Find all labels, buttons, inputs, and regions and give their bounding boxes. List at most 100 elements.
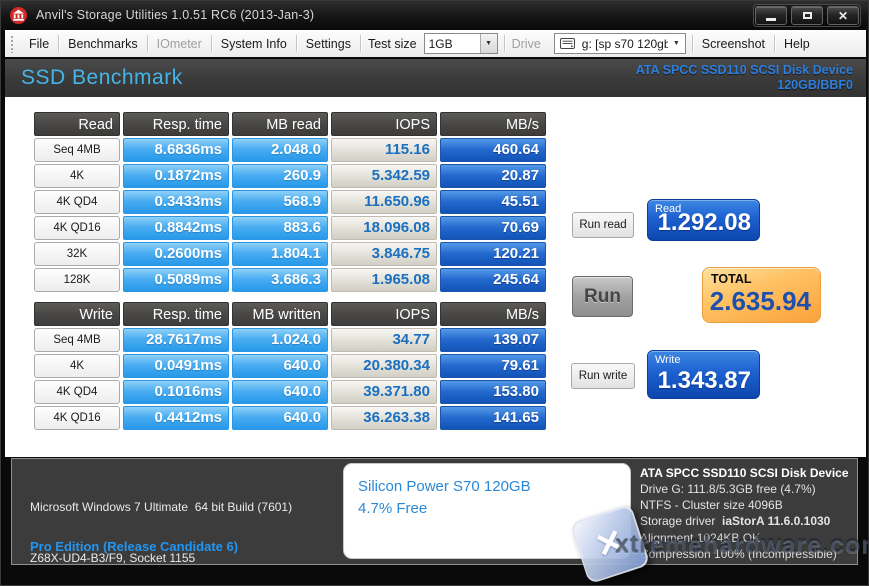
column-header: IOPS: [331, 112, 437, 136]
resp-time-cell: 0.4412ms: [123, 406, 229, 430]
run-write-button[interactable]: Run write: [571, 363, 635, 389]
test-row-button[interactable]: Seq 4MB: [34, 328, 120, 352]
test-size-label: Test size: [367, 36, 417, 51]
mb-amount-cell: 1.804.1: [232, 242, 328, 266]
test-row-button[interactable]: 4K: [34, 164, 120, 188]
iops-cell: 34.77: [331, 328, 437, 352]
menu-bar: File Benchmarks IOmeter System Info Sett…: [5, 30, 866, 57]
column-header: MB read: [232, 112, 328, 136]
mb-amount-cell: 1.024.0: [232, 328, 328, 352]
iops-cell: 36.263.38: [331, 406, 437, 430]
chevron-down-icon[interactable]: ▼: [672, 40, 680, 47]
test-row-button[interactable]: 4K QD16: [34, 406, 120, 430]
menu-screenshot[interactable]: Screenshot: [701, 36, 766, 51]
iops-cell: 11.650.96: [331, 190, 437, 214]
menu-separator: [210, 35, 212, 52]
device-fs-line: NTFS - Cluster size 4096B: [640, 498, 783, 512]
resp-time-cell: 0.5089ms: [123, 268, 229, 292]
column-header: Read: [34, 112, 120, 136]
mb-amount-cell: 640.0: [232, 354, 328, 378]
mbps-cell: 79.61: [440, 354, 546, 378]
mbps-cell: 70.69: [440, 216, 546, 240]
column-header: MB written: [232, 302, 328, 326]
total-score-value: 2.635.94: [709, 286, 811, 316]
mb-amount-cell: 260.9: [232, 164, 328, 188]
mb-amount-cell: 640.0: [232, 380, 328, 404]
resp-time-cell: 28.7617ms: [123, 328, 229, 352]
mb-amount-cell: 640.0: [232, 406, 328, 430]
drive-free-text: 4.7% Free: [358, 500, 428, 517]
device-driver-line: Storage driver iaStorA 11.6.0.1030: [640, 514, 831, 528]
device-header-line1: ATA SPCC SSD110 SCSI Disk Device: [635, 63, 853, 77]
column-header: MB/s: [440, 112, 546, 136]
drive-select[interactable]: g: [sp s70 120gb] ▼: [553, 33, 686, 54]
test-row-button[interactable]: 4K QD4: [34, 380, 120, 404]
menu-separator: [359, 35, 361, 52]
menu-system-info[interactable]: System Info: [220, 36, 287, 51]
total-score-box: TOTAL 2.635.94: [702, 267, 821, 323]
iops-cell: 18.096.08: [331, 216, 437, 240]
test-row-button[interactable]: 32K: [34, 242, 120, 266]
mbps-cell: 45.51: [440, 190, 546, 214]
iops-cell: 3.846.75: [331, 242, 437, 266]
benchmark-header: SSD Benchmark ATA SPCC SSD110 SCSI Disk …: [5, 59, 866, 97]
read-results-table: Read Resp. time MB read IOPS MB/s Seq 4MB 8.68…: [34, 112, 546, 292]
menu-benchmarks[interactable]: Benchmarks: [68, 36, 138, 51]
test-size-select[interactable]: 1GB ▼: [423, 33, 498, 54]
mb-amount-cell: 883.6: [232, 216, 328, 240]
mbps-cell: 460.64: [440, 138, 546, 162]
iops-cell: 115.16: [331, 138, 437, 162]
mbps-cell: 245.64: [440, 268, 546, 292]
drive-value: g: [sp s70 120gb]: [581, 36, 668, 51]
menu-help[interactable]: Help: [784, 36, 810, 51]
test-row-button[interactable]: 4K QD4: [34, 190, 120, 214]
menu-separator: [146, 35, 148, 52]
menu-settings[interactable]: Settings: [305, 36, 351, 51]
write-score-label: Write: [655, 354, 681, 366]
test-row-button[interactable]: 4K QD16: [34, 216, 120, 240]
os-line: Microsoft Windows 7 Ultimate 64 bit Buil…: [30, 500, 293, 514]
resp-time-cell: 0.1872ms: [123, 164, 229, 188]
menu-separator: [774, 35, 776, 52]
toolbar-grip[interactable]: [10, 34, 14, 53]
mb-amount-cell: 568.9: [232, 190, 328, 214]
title-bar[interactable]: Anvil's Storage Utilities 1.0.51 RC6 (20…: [1, 1, 868, 29]
resp-time-cell: 0.2600ms: [123, 242, 229, 266]
resp-time-cell: 8.6836ms: [123, 138, 229, 162]
write-score-box: Write 1.343.87: [647, 350, 760, 399]
driver-version: iaStorA 11.6.0.1030: [722, 514, 831, 528]
edition-label: Pro Edition (Release Candidate 6): [30, 539, 239, 554]
write-score-value: 1.343.87: [657, 367, 751, 394]
resp-time-cell: 0.3433ms: [123, 190, 229, 214]
column-header: Write: [34, 302, 120, 326]
chevron-down-icon[interactable]: ▼: [479, 34, 497, 53]
column-header: IOPS: [331, 302, 437, 326]
iops-cell: 20.380.34: [331, 354, 437, 378]
maximize-icon: [802, 12, 812, 19]
run-button[interactable]: Run: [572, 276, 633, 317]
alignment-line: Alignment 1024KB OK: [640, 531, 761, 545]
test-row-button[interactable]: Seq 4MB: [34, 138, 120, 162]
device-header: ATA SPCC SSD110 SCSI Disk Device 120GB/B…: [636, 63, 853, 93]
maximize-button[interactable]: [791, 6, 823, 25]
mbps-cell: 139.07: [440, 328, 546, 352]
run-read-button[interactable]: Run read: [572, 212, 634, 238]
mbps-cell: 120.21: [440, 242, 546, 266]
window-title: Anvil's Storage Utilities 1.0.51 RC6 (20…: [36, 8, 315, 22]
menu-separator: [691, 35, 693, 52]
window-controls: ✕: [753, 4, 861, 27]
close-button[interactable]: ✕: [827, 6, 859, 25]
menu-file[interactable]: File: [29, 36, 50, 51]
test-row-button[interactable]: 4K: [34, 354, 120, 378]
device-drive-line: Drive G: 111.8/5.3GB free (4.7%): [640, 482, 816, 496]
test-row-button[interactable]: 128K: [34, 268, 120, 292]
iops-cell: 39.371.80: [331, 380, 437, 404]
minimize-button[interactable]: [755, 6, 787, 25]
menu-separator: [295, 35, 297, 52]
page-title: SSD Benchmark: [21, 66, 183, 89]
menu-iometer: IOmeter: [156, 36, 202, 51]
menu-separator: [58, 35, 60, 52]
write-results-table: Write Resp. time MB written IOPS MB/s Seq 4MB…: [34, 302, 546, 430]
device-info-block: ATA SPCC SSD110 SCSI Disk Device 120 Dri…: [640, 465, 852, 529]
